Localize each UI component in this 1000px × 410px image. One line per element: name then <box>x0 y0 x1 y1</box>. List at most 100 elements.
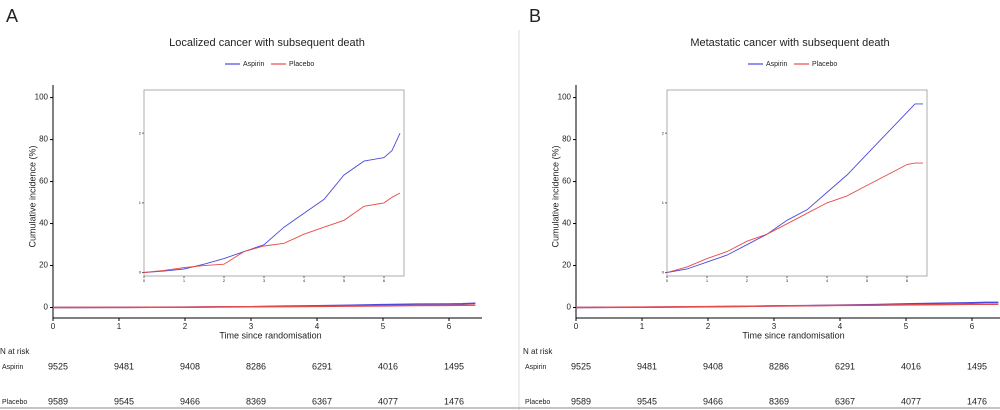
series-line <box>575 303 999 309</box>
x-axis-label: Time since randomisation <box>742 330 844 340</box>
inset-y-tick-label: 2 <box>139 130 142 135</box>
y-tick-label: 60 <box>39 177 48 186</box>
y-tick-label: 60 <box>562 177 571 186</box>
risk-table-title: N at risk <box>0 347 30 356</box>
y-tick-label: 40 <box>39 219 48 228</box>
inset-y-tick-label: 0 <box>662 270 665 275</box>
inset-x-tick-label: 2 <box>746 278 749 283</box>
panel: A Localized cancer with subsequent death A… <box>0 6 482 406</box>
inset-x-tick-label: 6 <box>906 278 909 283</box>
y-tick-label: 0 <box>44 303 49 312</box>
risk-row-label: Placebo <box>525 399 550 406</box>
inset-x-tick-label: 2 <box>223 278 226 283</box>
legend-label: Placebo <box>812 61 837 68</box>
x-tick-label: 3 <box>249 322 254 331</box>
risk-count: 9408 <box>180 361 200 371</box>
risk-count: 9589 <box>571 396 591 406</box>
chart-title: Localized cancer with subsequent death <box>169 37 365 49</box>
x-tick-label: 2 <box>183 322 188 331</box>
series-line <box>143 192 401 273</box>
x-tick-label: 0 <box>574 322 579 331</box>
series-line <box>143 133 401 273</box>
inset-frame <box>666 89 928 277</box>
legend-label: Aspirin <box>243 61 265 68</box>
panel-label: A <box>6 6 18 26</box>
risk-count: 6367 <box>835 396 855 406</box>
y-tick-label: 80 <box>39 135 48 144</box>
risk-count: 4016 <box>378 361 398 371</box>
inset-x-tick-label: 5 <box>343 278 346 283</box>
risk-count: 9481 <box>114 361 134 371</box>
risk-count: 4077 <box>378 396 398 406</box>
risk-count: 9525 <box>48 361 68 371</box>
risk-count: 1476 <box>444 396 464 406</box>
inset-x-tick-label: 0 <box>143 278 146 283</box>
risk-count: 9545 <box>114 396 134 406</box>
risk-count: 9466 <box>703 396 723 406</box>
y-tick-label: 20 <box>39 261 48 270</box>
risk-count: 4016 <box>901 361 921 371</box>
x-tick-label: 0 <box>51 322 56 331</box>
x-tick-label: 1 <box>117 322 122 331</box>
x-tick-label: 3 <box>772 322 777 331</box>
inset-x-tick-label: 1 <box>706 278 709 283</box>
risk-count: 6291 <box>312 361 332 371</box>
x-tick-label: 4 <box>838 322 843 331</box>
risk-count: 1495 <box>967 361 987 371</box>
risk-count: 9408 <box>703 361 723 371</box>
risk-count: 6291 <box>835 361 855 371</box>
risk-table-title: N at risk <box>523 347 553 356</box>
risk-count: 8286 <box>246 361 266 371</box>
inset-x-tick-label: 6 <box>383 278 386 283</box>
x-tick-label: 6 <box>970 322 975 331</box>
chart-title: Metastatic cancer with subsequent death <box>690 37 889 49</box>
x-tick-label: 6 <box>447 322 452 331</box>
risk-count: 1495 <box>444 361 464 371</box>
x-axis-label: Time since randomisation <box>219 330 321 340</box>
panel: B Metastatic cancer with subsequent death… <box>523 6 1000 406</box>
y-tick-label: 20 <box>562 261 571 270</box>
inset-y-tick-label: 0 <box>139 270 142 275</box>
inset-x-tick-label: 4 <box>826 278 829 283</box>
inset-x-tick-label: 1 <box>183 278 186 283</box>
inset-x-tick-label: 5 <box>866 278 869 283</box>
inset-y-tick-label: 2 <box>662 130 665 135</box>
series-line <box>52 304 476 309</box>
series-line <box>666 103 923 273</box>
risk-count: 1476 <box>967 396 987 406</box>
y-tick-label: 100 <box>558 93 572 102</box>
risk-count: 8286 <box>769 361 789 371</box>
x-tick-label: 5 <box>904 322 909 331</box>
risk-count: 9466 <box>180 396 200 406</box>
risk-count: 9545 <box>637 396 657 406</box>
risk-count: 9525 <box>571 361 591 371</box>
y-tick-label: 100 <box>35 93 49 102</box>
inset-y-tick-label: 1 <box>139 200 142 205</box>
inset-y-tick-label: 1 <box>662 200 665 205</box>
legend-label: Aspirin <box>766 61 788 68</box>
inset-x-tick-label: 3 <box>263 278 266 283</box>
inset-frame <box>143 89 405 277</box>
risk-row-label: Placebo <box>2 399 27 406</box>
y-tick-label: 40 <box>562 219 571 228</box>
risk-count: 6367 <box>312 396 332 406</box>
inset-x-tick-label: 4 <box>303 278 306 283</box>
risk-count: 4077 <box>901 396 921 406</box>
risk-count: 8369 <box>769 396 789 406</box>
y-axis-label: Cumulative incidence (%) <box>550 145 560 247</box>
legend-label: Placebo <box>289 61 314 68</box>
risk-row-label: Aspirin <box>525 364 547 371</box>
risk-count: 9481 <box>637 361 657 371</box>
risk-count: 8369 <box>246 396 266 406</box>
x-tick-label: 5 <box>381 322 386 331</box>
x-tick-label: 2 <box>706 322 711 331</box>
panel-label: B <box>529 6 541 26</box>
x-tick-label: 1 <box>640 322 645 331</box>
inset-x-tick-label: 3 <box>786 278 789 283</box>
y-axis-label: Cumulative incidence (%) <box>27 145 37 247</box>
risk-count: 9589 <box>48 396 68 406</box>
x-tick-label: 4 <box>315 322 320 331</box>
y-tick-label: 0 <box>567 303 572 312</box>
risk-row-label: Aspirin <box>2 364 24 371</box>
